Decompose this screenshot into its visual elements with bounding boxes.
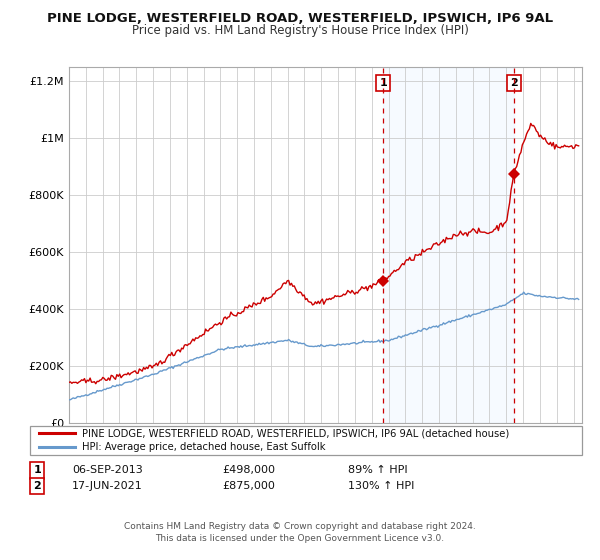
Text: Contains HM Land Registry data © Crown copyright and database right 2024.: Contains HM Land Registry data © Crown c… [124,522,476,531]
Text: HPI: Average price, detached house, East Suffolk: HPI: Average price, detached house, East… [82,442,326,452]
Text: 1: 1 [379,78,387,88]
Text: 1: 1 [34,465,41,475]
Text: 89% ↑ HPI: 89% ↑ HPI [348,465,407,475]
Text: 06-SEP-2013: 06-SEP-2013 [72,465,143,475]
Text: PINE LODGE, WESTERFIELD ROAD, WESTERFIELD, IPSWICH, IP6 9AL (detached house): PINE LODGE, WESTERFIELD ROAD, WESTERFIEL… [82,428,509,438]
Text: 2: 2 [34,481,41,491]
Text: This data is licensed under the Open Government Licence v3.0.: This data is licensed under the Open Gov… [155,534,445,543]
Bar [383,67,514,423]
Text: 2: 2 [510,78,518,88]
Text: £875,000: £875,000 [222,481,275,491]
Text: £498,000: £498,000 [222,465,275,475]
Text: 17-JUN-2021: 17-JUN-2021 [72,481,143,491]
Text: Price paid vs. HM Land Registry's House Price Index (HPI): Price paid vs. HM Land Registry's House … [131,24,469,36]
Text: PINE LODGE, WESTERFIELD ROAD, WESTERFIELD, IPSWICH, IP6 9AL: PINE LODGE, WESTERFIELD ROAD, WESTERFIEL… [47,12,553,25]
Text: 130% ↑ HPI: 130% ↑ HPI [348,481,415,491]
